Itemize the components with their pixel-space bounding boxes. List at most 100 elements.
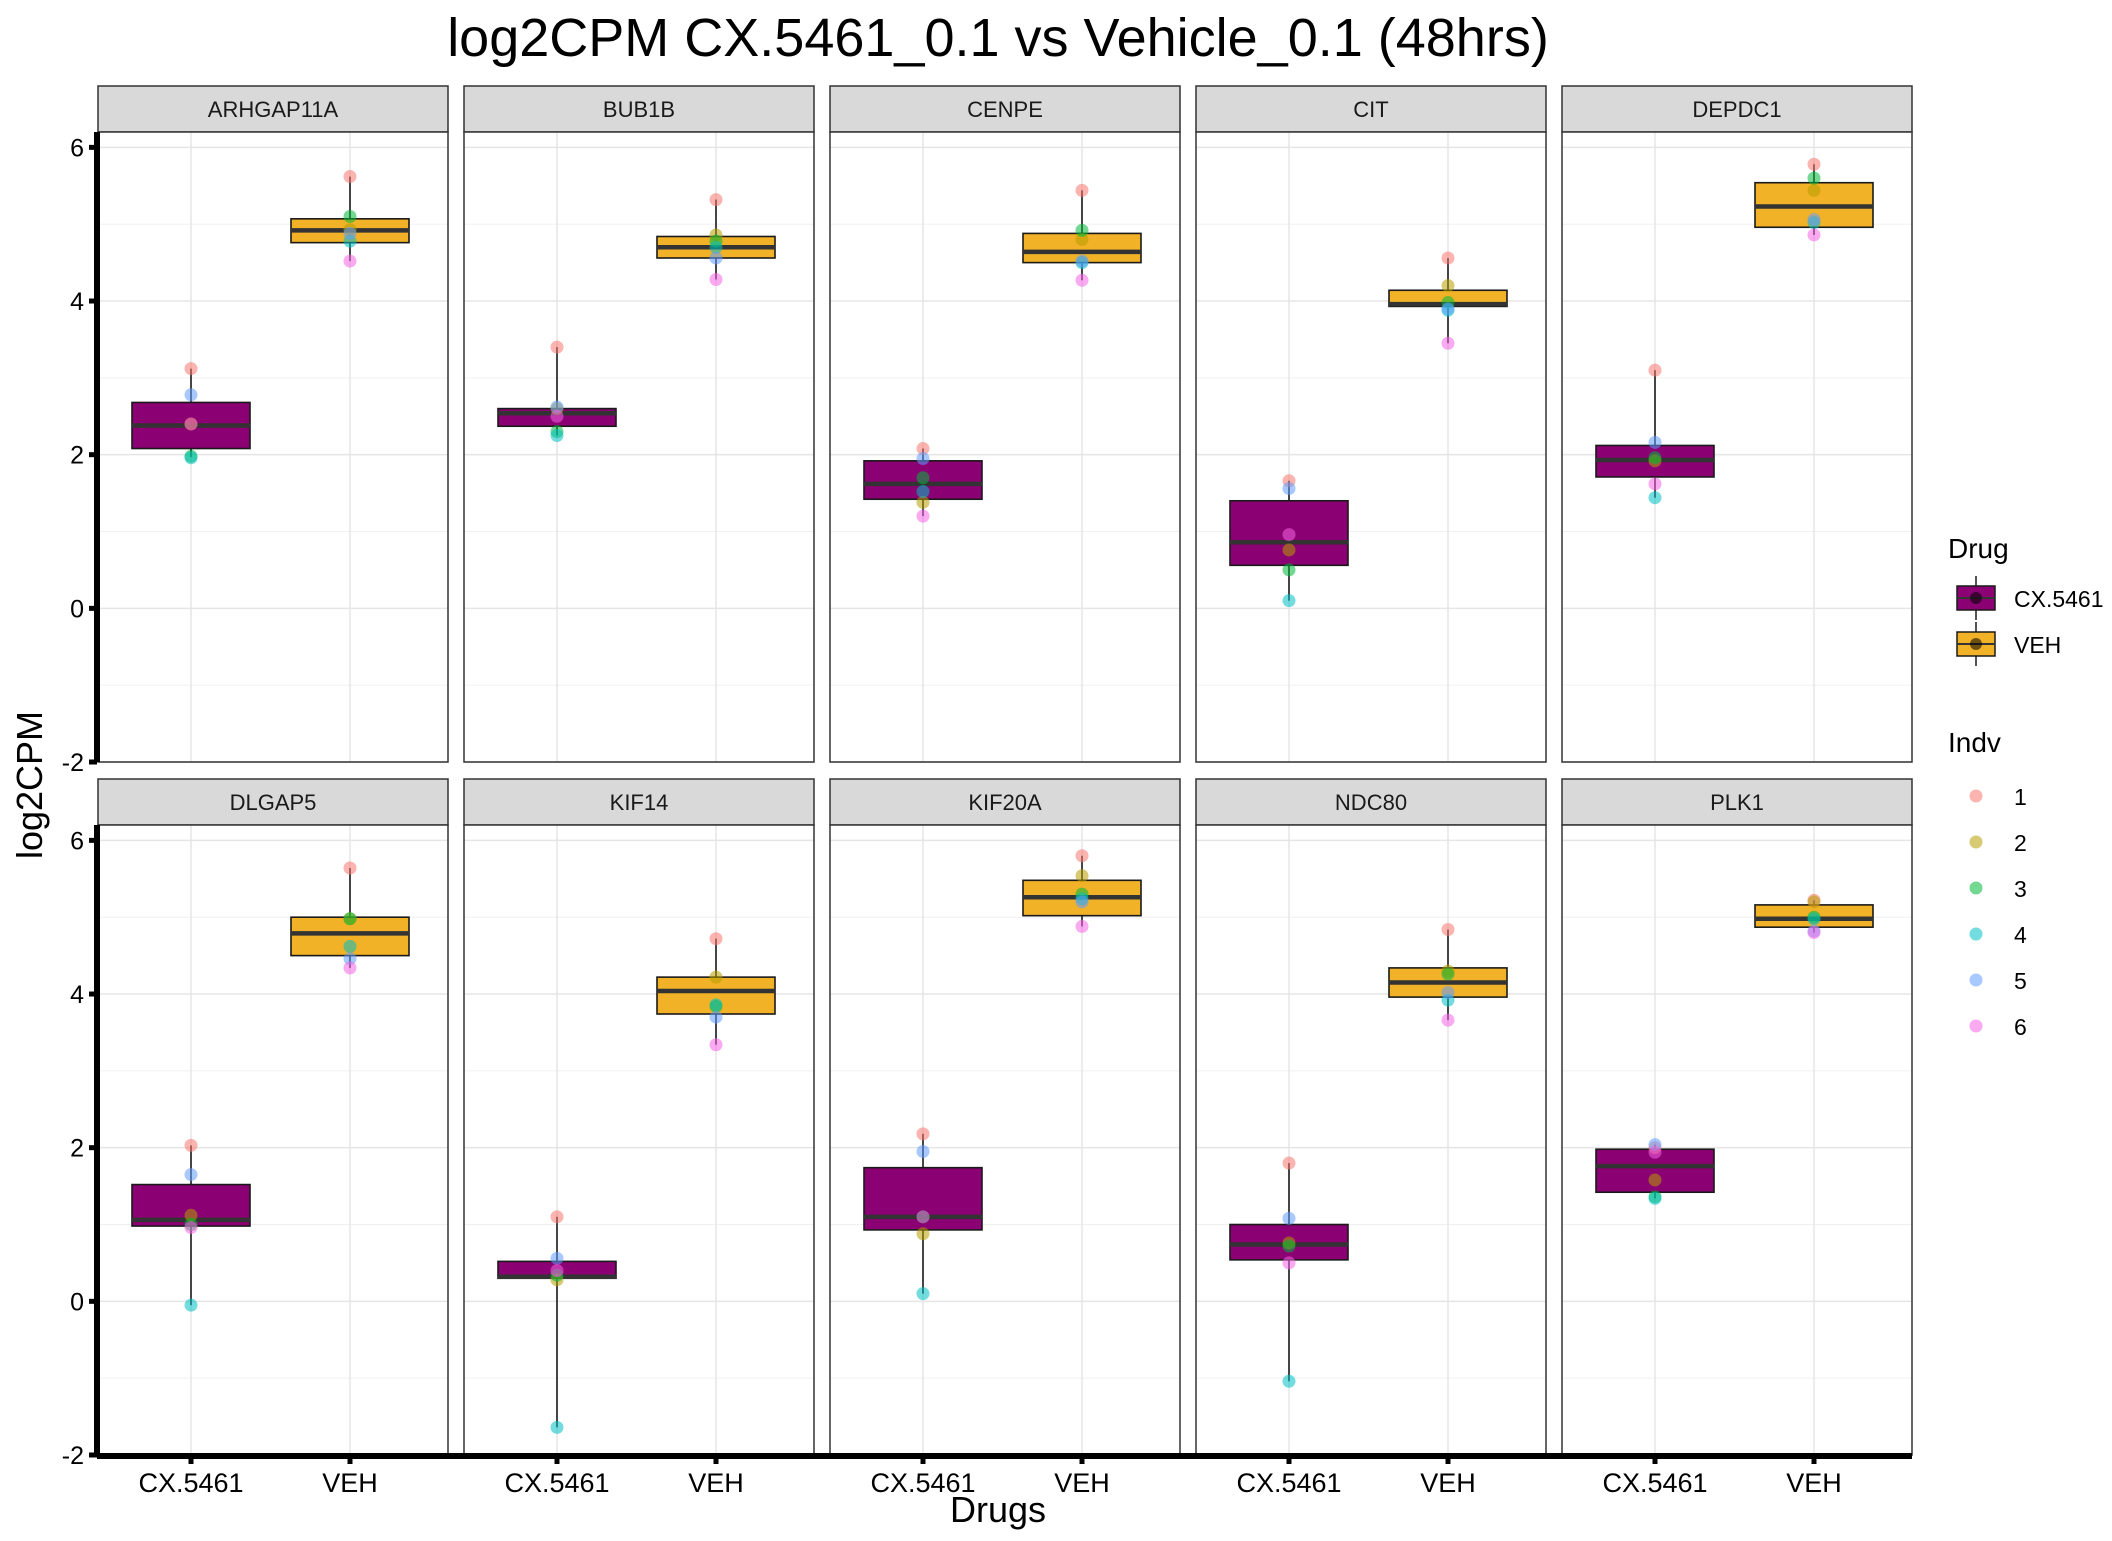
panel-arhgap11a: ARHGAP11A	[97, 85, 449, 763]
data-point	[1807, 895, 1821, 909]
data-point	[550, 400, 564, 414]
panel-dlgap5: DLGAP5	[97, 778, 449, 1456]
y-axis-label: log2CPM	[9, 711, 50, 859]
x-tick-label: CX.5461	[1602, 1468, 1707, 1498]
panel-cit: CIT	[1195, 85, 1547, 763]
data-point	[1648, 1191, 1662, 1205]
panel-background	[464, 825, 814, 1455]
data-point	[343, 254, 357, 268]
panel-background	[830, 825, 1180, 1455]
data-point	[343, 961, 357, 975]
data-point	[550, 409, 564, 423]
data-point	[1441, 279, 1455, 293]
data-point	[1282, 543, 1296, 557]
data-point	[709, 998, 723, 1012]
data-point	[1648, 435, 1662, 449]
data-point	[709, 273, 723, 287]
data-point	[1282, 481, 1296, 495]
axes: -2 0 2 4 6 -2 0 2 4 6 CX.5461 VEH CX.5461 VEH CX.5461 V…	[62, 132, 1912, 1498]
x-tick-label: CX.5461	[870, 1468, 975, 1498]
box-veh	[1754, 893, 1874, 940]
data-point	[184, 1221, 198, 1235]
panel-depdc1: DEPDC1	[1561, 85, 1913, 763]
strip-label: ARHGAP11A	[208, 97, 339, 122]
box-cx5461	[1595, 363, 1715, 505]
data-point	[1075, 849, 1089, 863]
data-point	[1075, 895, 1089, 909]
data-point	[709, 932, 723, 946]
y-tick-label: 0	[70, 1288, 84, 1316]
box-cx5461	[497, 340, 617, 442]
data-point	[916, 1145, 930, 1159]
data-point	[916, 1287, 930, 1301]
data-point	[343, 226, 357, 240]
box-cx5461	[863, 442, 983, 523]
data-point	[550, 1251, 564, 1265]
box-veh	[290, 170, 410, 268]
data-point	[550, 1210, 564, 1224]
box-cx5461	[1595, 1138, 1715, 1205]
data-point	[916, 495, 930, 509]
x-tick-label: CX.5461	[504, 1468, 609, 1498]
y-tick-label: 6	[70, 134, 84, 162]
legend-drug-label: CX.5461	[2014, 586, 2104, 612]
data-point	[184, 417, 198, 431]
data-point	[1648, 491, 1662, 505]
legend-indv-6: 6	[1969, 1014, 2027, 1040]
legend-indv-point	[1969, 881, 1983, 895]
x-tick-label: VEH	[1054, 1468, 1110, 1498]
data-point	[343, 912, 357, 926]
panel-background	[1196, 132, 1546, 762]
data-point	[1807, 213, 1821, 227]
legend: Drug Indv CX.5461 VEH 1 2 3 4 5 6	[1948, 533, 2104, 1040]
data-point	[1807, 171, 1821, 185]
data-point	[916, 471, 930, 485]
data-point	[1441, 251, 1455, 265]
data-point	[184, 362, 198, 376]
data-point	[1282, 594, 1296, 608]
data-point	[550, 340, 564, 354]
legend-drug-cx5461: CX.5461	[1956, 576, 2104, 620]
data-point	[184, 451, 198, 465]
legend-indv-label: 5	[2014, 968, 2027, 994]
legend-drug-veh: VEH	[1956, 622, 2061, 666]
legend-indv-4: 4	[1969, 922, 2027, 948]
y-tick-label: 2	[70, 442, 84, 470]
data-point	[184, 1138, 198, 1152]
strip-label: KIF14	[610, 790, 669, 815]
box-cx5461	[1229, 1156, 1349, 1388]
box-cx5461	[1229, 474, 1349, 608]
box-cx5461	[131, 362, 251, 465]
data-point	[1441, 922, 1455, 936]
data-point	[1648, 477, 1662, 491]
box-veh	[1388, 922, 1508, 1027]
legend-indv-label: 6	[2014, 1014, 2027, 1040]
x-axis-label: Drugs	[950, 1489, 1046, 1530]
data-point	[184, 388, 198, 402]
panel-background	[464, 132, 814, 762]
data-point	[1807, 228, 1821, 242]
data-point	[1075, 254, 1089, 268]
strip-label: DEPDC1	[1692, 97, 1781, 122]
y-tick-label: 0	[70, 595, 84, 623]
legend-drug-label: VEH	[2014, 632, 2061, 658]
strip-background	[829, 778, 1181, 826]
data-point	[1441, 985, 1455, 999]
legend-indv-point	[1969, 973, 1983, 987]
strip-background	[1195, 778, 1547, 826]
data-point	[1075, 273, 1089, 287]
strip-background	[1195, 85, 1547, 133]
legend-indv-3: 3	[1969, 876, 2027, 902]
data-point	[550, 1420, 564, 1434]
data-point	[1282, 1211, 1296, 1225]
data-point	[1807, 157, 1821, 171]
strip-label: KIF20A	[968, 790, 1042, 815]
legend-indv-1: 1	[1969, 784, 2027, 810]
panel-bub1b: BUB1B	[463, 85, 815, 763]
strip-background	[1561, 85, 1913, 133]
panel-background	[830, 132, 1180, 762]
legend-indv-label: 3	[2014, 876, 2027, 902]
data-point	[1282, 1374, 1296, 1388]
